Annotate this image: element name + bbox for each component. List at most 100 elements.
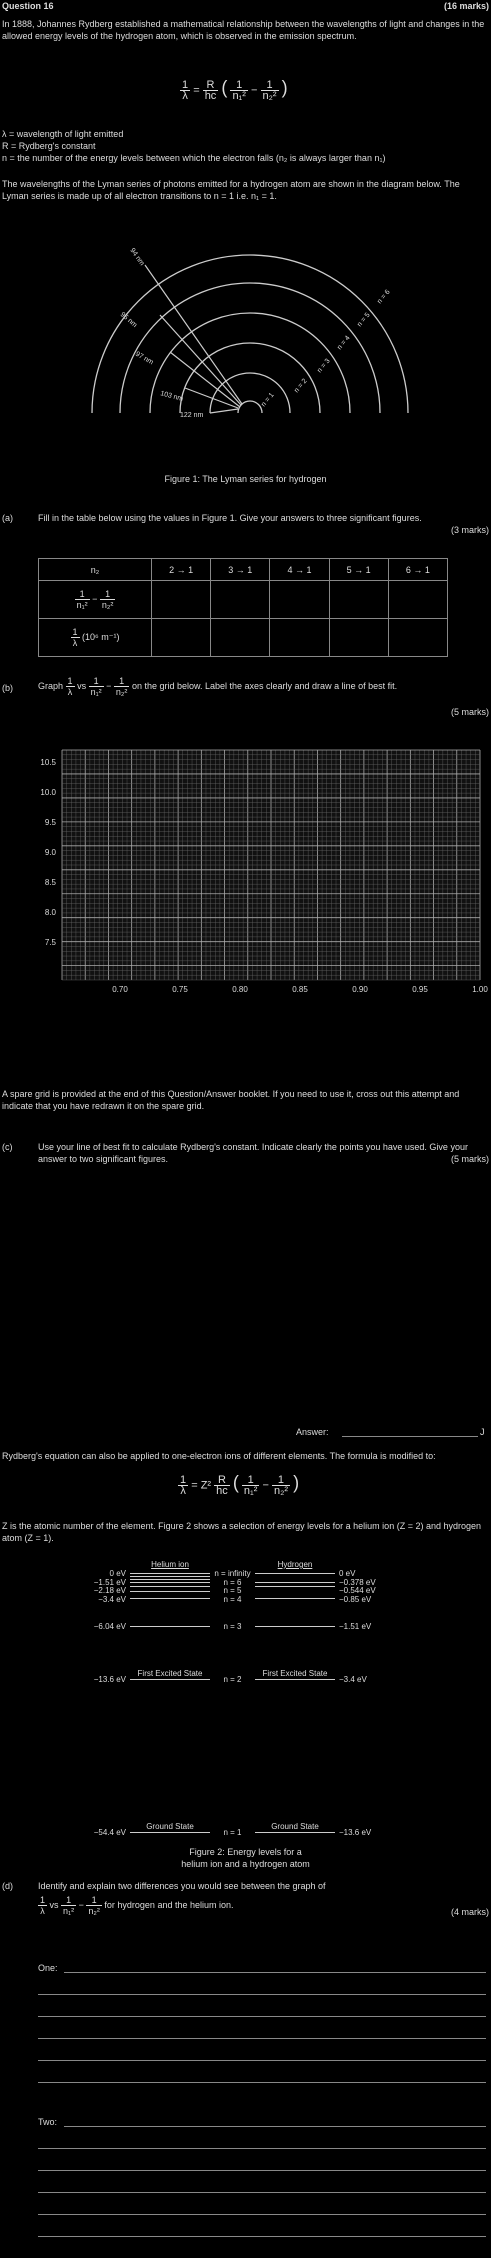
he-level-extra [130, 1591, 210, 1592]
table-cell-answer[interactable] [328, 580, 389, 619]
x-tick-label: 0.75 [172, 985, 188, 994]
level-label-n4: n = 4 [336, 335, 352, 352]
orbit-n6 [91, 254, 409, 414]
answer-line[interactable] [38, 2016, 486, 2017]
answer-label: Answer: [296, 1427, 329, 1437]
answer-line[interactable] [38, 2170, 486, 2171]
part-d-f2-den: n₁² [63, 1906, 75, 1916]
wavelength-122: 122 nm [180, 412, 204, 419]
x-tick-label: 0.85 [292, 985, 308, 994]
graph-grid[interactable]: 10.5 10.0 9.5 9.0 8.5 8.0 7.5 0.70 0.75 0.80 0.85 0… [0, 730, 491, 1060]
he-energy-6: −1.51 eV [93, 1578, 126, 1587]
eq2-paren-close: ) [293, 1472, 300, 1493]
table-cell-answer[interactable] [210, 618, 271, 657]
part-b-minus: − [106, 680, 112, 691]
h-energy-4: −0.85 eV [339, 1595, 372, 1604]
question-marks: (16 marks) [443, 1, 489, 11]
part-b-label: (b) [2, 683, 13, 693]
orbit-n2 [209, 372, 291, 414]
he-level-3 [130, 1626, 210, 1627]
y-tick-label: 10.0 [40, 788, 56, 797]
n-label-1: n = 1 [223, 1828, 242, 1837]
answer-line[interactable] [38, 2038, 486, 2039]
level-label-n5: n = 5 [356, 312, 372, 329]
h-ground-label: Ground State [271, 1822, 319, 1831]
table-cell-answer[interactable] [328, 618, 389, 657]
answer-line[interactable] [38, 2148, 486, 2149]
answer-line[interactable] [64, 1972, 486, 1973]
eq2-lhs-num: 1 [178, 1474, 189, 1486]
answer-line[interactable] [38, 1994, 486, 1995]
part-b-vs: vs [77, 680, 87, 691]
figure2-caption-line2: helium ion and a hydrogen atom [181, 1859, 310, 1869]
row2-num: 1 [70, 627, 80, 638]
table-cell-answer[interactable] [269, 580, 330, 619]
eq2-lhs-den: λ [180, 1485, 186, 1497]
part-b-f3-den: n₂² [115, 687, 128, 697]
eq2-b-num: 1 [271, 1475, 291, 1486]
ion-z-explanation: Z is the atomic number of the element. F… [2, 1521, 481, 1543]
table-cell-answer[interactable] [269, 618, 330, 657]
n-label-3: n = 3 [223, 1622, 242, 1631]
table-col-6-1: 6 → 1 [387, 558, 449, 581]
eq2-a-num: 1 [241, 1475, 260, 1486]
eq1-paren-open: ( [221, 77, 228, 98]
eq1-paren-close: ) [281, 77, 288, 98]
answer-line[interactable] [38, 2192, 486, 2193]
part-a-marks: (3 marks) [451, 525, 489, 535]
answer-line[interactable] [64, 2126, 486, 2127]
h-energy-inf: 0 eV [339, 1569, 356, 1578]
lyman-table: n₂ 2 → 1 3 → 1 4 → 1 5 → 1 6 → 1 1 n₁² − … [38, 558, 449, 657]
eq2-equals: = [191, 1479, 198, 1492]
he-level-2 [130, 1679, 210, 1680]
table-cell-answer[interactable] [210, 580, 271, 619]
row1-b-den: n₂² [101, 600, 114, 610]
y-tick-label: 8.5 [45, 878, 57, 887]
row1-a-den: n₁² [76, 600, 88, 610]
y-tick-label: 9.5 [45, 818, 57, 827]
h-energy-3: −1.51 eV [339, 1622, 372, 1631]
y-tick-label: 8.0 [45, 908, 57, 917]
helium-header: Helium ion [151, 1560, 189, 1569]
answer-unit: J [480, 1427, 485, 1437]
table-cell-answer[interactable] [150, 580, 212, 619]
part-d-marks: (4 marks) [451, 1907, 489, 1917]
n-label-4: n = 4 [223, 1595, 242, 1604]
transition-2-1 [209, 408, 239, 414]
part-b-marks: (5 marks) [451, 707, 489, 717]
table-cell-answer[interactable] [387, 618, 449, 657]
x-tick-label: 1.00 [472, 985, 488, 994]
eq2-a-den: n₁² [243, 1485, 258, 1497]
answer-line[interactable] [38, 2236, 486, 2237]
part-b-text-post: on the grid below. Label the axes clearl… [131, 680, 398, 691]
eq2-b-den: n₂² [273, 1485, 289, 1497]
wavelength-103: 103 nm [159, 390, 184, 403]
table-col-5-1: 5 → 1 [328, 558, 389, 581]
answer-line[interactable] [38, 2214, 486, 2215]
part-b-f2-den: n₁² [90, 687, 102, 697]
part-c-text: Use your line of best fit to calculate R… [38, 1142, 468, 1164]
h-energy-5: −0.544 eV [339, 1586, 376, 1595]
part-d-f3-den: n₂² [88, 1906, 100, 1916]
answer-line[interactable] [38, 2060, 486, 2061]
figure2-energy-levels: Helium ion Hydrogen 0 eV −1.51 eV −2.18 … [0, 1560, 491, 1840]
table-col-2-1: 2 → 1 [150, 558, 212, 581]
he-level-1 [130, 1832, 210, 1833]
he-energy-3: −6.04 eV [93, 1622, 126, 1631]
part-d-label: (d) [2, 1881, 13, 1891]
part-c-marks: (5 marks) [451, 1154, 489, 1164]
eq1-b-num: 1 [260, 80, 279, 91]
table-cell-answer[interactable] [150, 618, 212, 657]
eq1-lhs-den: λ [182, 90, 188, 102]
part-b-f1-den: λ [67, 687, 73, 697]
part-b-text-pre: Graph [38, 680, 64, 691]
x-tick-label: 0.90 [352, 985, 368, 994]
eq1-equals: = [193, 84, 200, 97]
lyman-intro: The wavelengths of the Lyman series of p… [2, 179, 460, 201]
answer-line[interactable] [38, 2082, 486, 2083]
part-c-label: (c) [2, 1142, 13, 1152]
answer-line[interactable] [342, 1436, 478, 1437]
table-cell-answer[interactable] [387, 580, 449, 619]
